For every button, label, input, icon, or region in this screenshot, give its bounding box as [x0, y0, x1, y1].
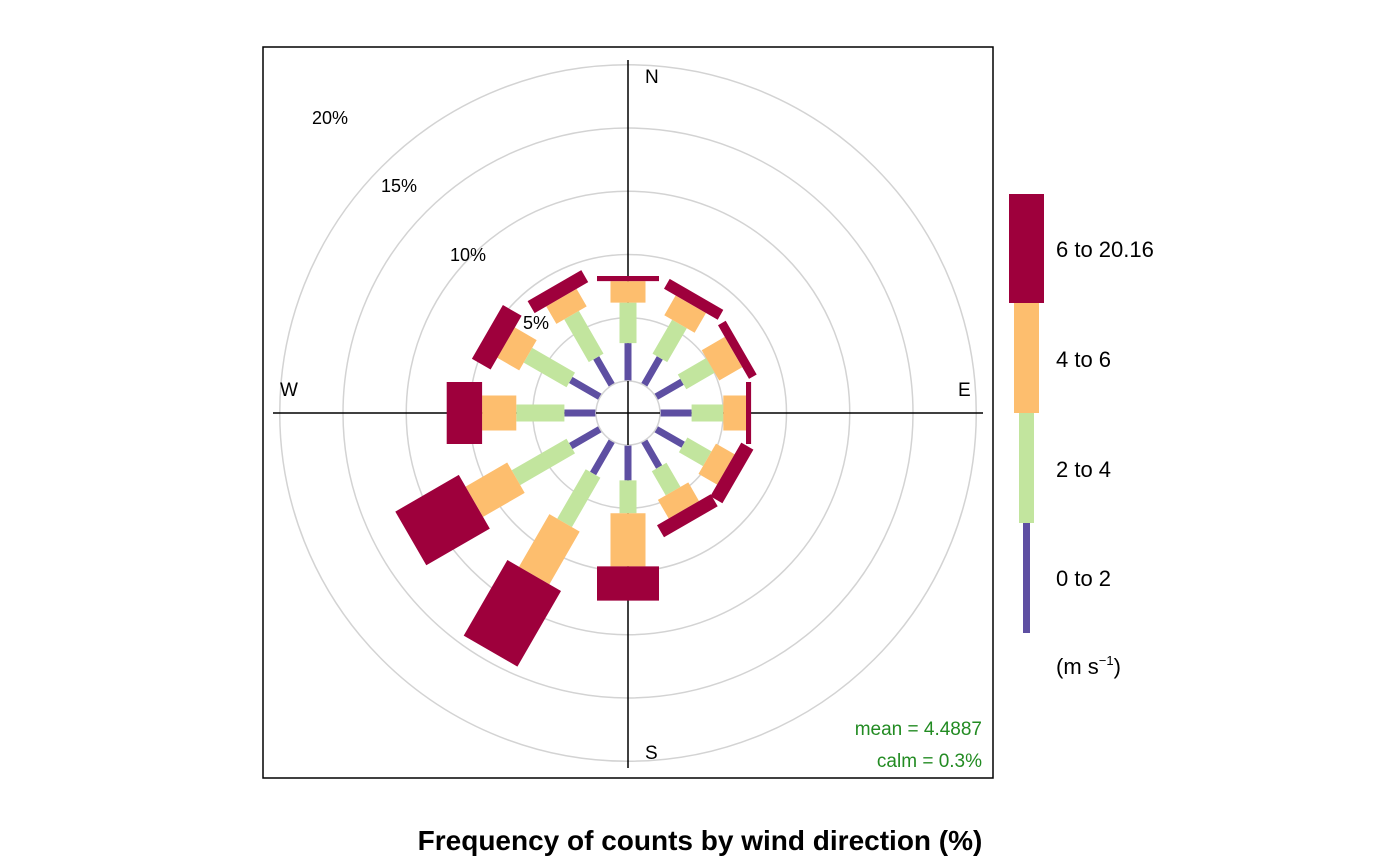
wind-bar-270deg-bin1 [516, 404, 565, 422]
wind-bar-300deg-bin3 [471, 305, 522, 370]
direction-label-s: S [645, 743, 658, 764]
wind-bar-120deg-bin3 [710, 442, 754, 504]
direction-label-e: E [958, 380, 971, 401]
direction-label-w: W [280, 380, 298, 401]
legend-swatch-4-to-6 [1014, 303, 1039, 413]
legend-label-0-to-2: 0 to 2 [1056, 566, 1111, 591]
legend-label-6-to-20: 6 to 20.16 [1056, 237, 1154, 262]
wind-bar-60deg-bin2 [701, 336, 743, 381]
mean-stat: mean = 4.4887 [855, 719, 982, 740]
wind-bar-330deg-bin3 [527, 270, 589, 314]
legend-label-2-to-4: 2 to 4 [1056, 457, 1111, 482]
wind-bar-90deg-bin1 [691, 404, 724, 422]
wind-bar-270deg-bin2 [482, 395, 517, 431]
wind-bar-300deg-bin1 [523, 347, 575, 388]
legend-label-4-to-6: 4 to 6 [1056, 347, 1111, 372]
legend-swatch-6-to-20 [1009, 194, 1044, 303]
wind-bar-90deg-bin3 [746, 382, 752, 444]
wind-bar-0deg-bin3 [597, 276, 659, 282]
wind-bar-30deg-bin1 [652, 319, 687, 363]
wind-bar-90deg-bin0 [660, 409, 692, 417]
wind-bars [395, 270, 757, 667]
wind-bar-150deg-bin0 [641, 439, 663, 469]
wind-bar-240deg-bin1 [511, 438, 575, 486]
wind-bar-210deg-bin0 [590, 439, 615, 476]
wind-bar-210deg-bin3 [463, 560, 561, 667]
legend-swatch-2-to-4 [1019, 413, 1034, 523]
wind-bar-150deg-bin3 [657, 494, 718, 538]
wind-bar-60deg-bin0 [654, 378, 684, 400]
wind-bar-0deg-bin0 [624, 343, 632, 381]
wind-bar-300deg-bin2 [497, 327, 537, 371]
direction-label-n: N [645, 67, 659, 88]
wind-bar-180deg-bin3 [597, 566, 659, 601]
wind-bar-240deg-bin3 [395, 474, 490, 566]
legend-unit: (m s−1) [1056, 653, 1121, 679]
ring-label-5: 5% [523, 313, 549, 333]
wind-bar-0deg-bin1 [619, 302, 637, 344]
wind-bar-120deg-bin2 [698, 443, 735, 485]
wind-bar-270deg-bin3 [446, 382, 483, 444]
wind-bar-60deg-bin3 [718, 320, 757, 379]
wind-bar-60deg-bin1 [677, 358, 715, 390]
wind-bar-240deg-bin0 [569, 426, 602, 450]
ring-label-15: 15% [381, 176, 417, 196]
ring-label-20: 20% [312, 108, 348, 128]
wind-bar-180deg-bin0 [624, 445, 632, 481]
wind-bar-180deg-bin1 [619, 480, 637, 514]
wind-bar-90deg-bin2 [723, 395, 746, 431]
wind-bar-330deg-bin1 [564, 310, 604, 363]
wind-bar-180deg-bin2 [610, 513, 646, 567]
wind-bar-300deg-bin0 [569, 376, 602, 400]
wind-bar-210deg-bin1 [557, 469, 601, 528]
legend-swatch-0-to-2 [1023, 523, 1030, 633]
wind-bar-150deg-bin2 [657, 482, 699, 519]
wind-bar-240deg-bin2 [465, 462, 525, 517]
wind-bar-30deg-bin2 [664, 295, 706, 333]
wind-bar-330deg-bin0 [593, 356, 615, 387]
wind-bar-210deg-bin2 [519, 514, 580, 585]
wind-bar-120deg-bin0 [654, 426, 685, 448]
legend: 6 to 20.16 4 to 6 2 to 4 0 to 2 (m s−1) [1009, 194, 1154, 679]
ring-label-10: 10% [450, 245, 486, 265]
wind-bar-270deg-bin0 [564, 409, 596, 417]
wind-bar-330deg-bin2 [546, 288, 587, 324]
wind-bar-0deg-bin2 [610, 281, 646, 303]
wind-bar-120deg-bin1 [678, 437, 712, 467]
plot-frame [262, 46, 994, 779]
wind-bar-30deg-bin0 [641, 356, 663, 387]
chart-title: Frequency of counts by wind direction (%… [418, 825, 983, 856]
calm-stat: calm = 0.3% [877, 751, 982, 772]
wind-bar-30deg-bin3 [664, 278, 724, 320]
wind-bar-150deg-bin1 [651, 462, 681, 496]
